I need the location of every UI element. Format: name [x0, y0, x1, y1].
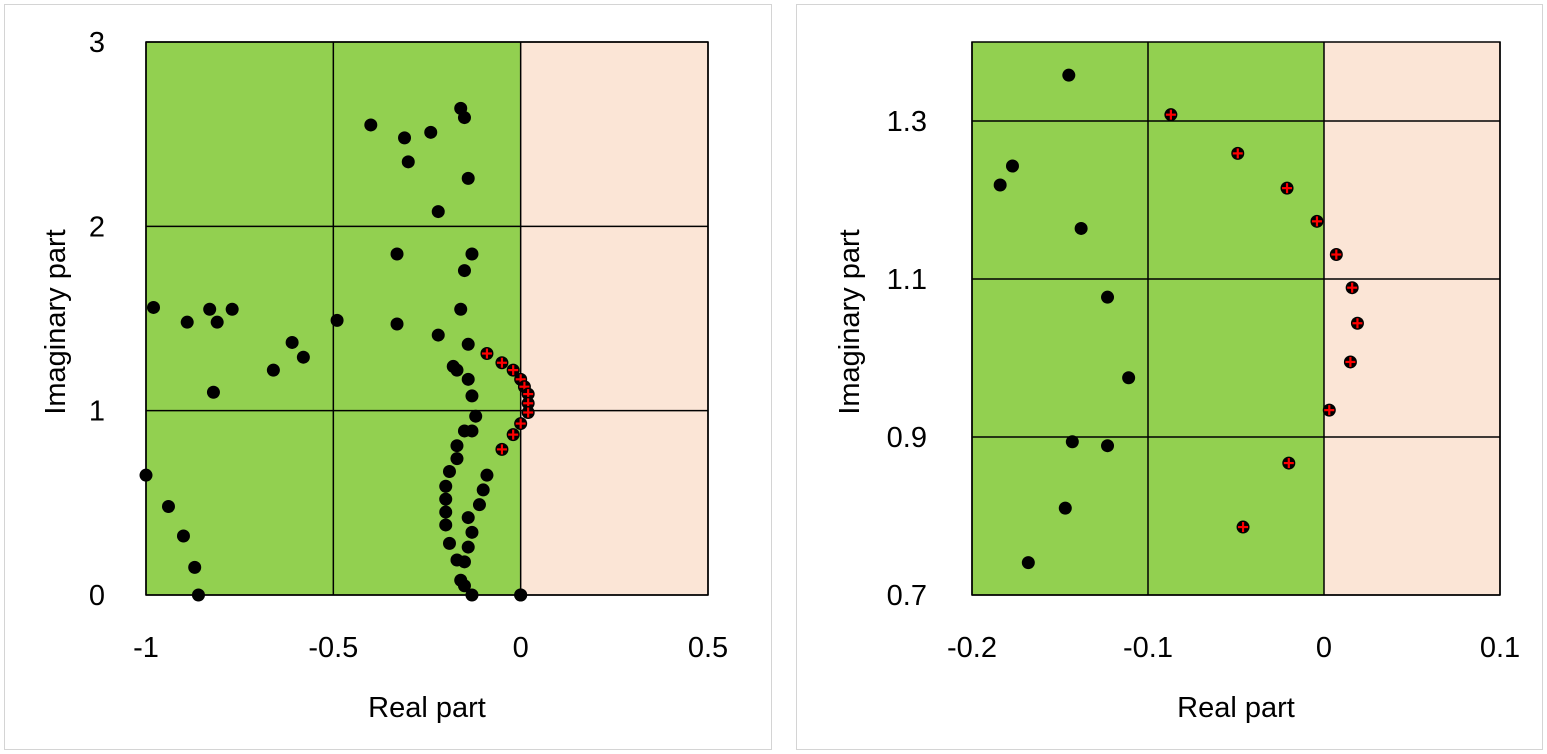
y-tick-label: 0.9: [887, 422, 927, 454]
data-point: [203, 302, 217, 316]
data-point: [472, 498, 486, 512]
x-axis-title: Real part: [368, 692, 486, 724]
data-point: [465, 588, 479, 602]
data-point: [1021, 556, 1035, 570]
data-point: [465, 389, 479, 403]
y-tick-label: 1.1: [887, 264, 927, 296]
data-point: [191, 588, 205, 602]
unstable-region: [520, 42, 708, 595]
data-point: [457, 579, 471, 593]
data-point: [993, 178, 1007, 192]
data-point: [514, 588, 528, 602]
data-point: [439, 518, 453, 532]
data-point: [457, 111, 471, 125]
x-tick-label: 0: [1316, 632, 1332, 664]
data-point: [225, 302, 239, 316]
x-tick-label: -1: [133, 632, 159, 664]
y-axis-title: Imaginary part: [40, 229, 72, 414]
data-point: [296, 350, 310, 364]
data-point: [439, 505, 453, 519]
x-tick-label: 0: [513, 632, 529, 664]
data-point: [465, 247, 479, 261]
data-point: [390, 317, 404, 331]
data-point: [1101, 290, 1115, 304]
root-locus-chart-zoomed: -0.2 -0.1 0 0.1 0.7 0.9 1.1 1.3 Real part Imagina…: [834, 41, 1520, 724]
y-tick-label: 0.7: [887, 580, 927, 612]
data-point: [401, 155, 415, 169]
chart-panel-right: -0.2 -0.1 0 0.1 0.7 0.9 1.1 1.3 Real part Imagina…: [796, 4, 1543, 750]
data-point: [398, 131, 412, 145]
data-point: [461, 511, 475, 525]
data-point: [431, 205, 445, 219]
data-point: [1058, 501, 1072, 515]
y-tick-label: 1: [89, 396, 105, 428]
x-tick-label: 0.5: [688, 632, 728, 664]
x-tick-label: 0.1: [1480, 632, 1520, 664]
data-point: [480, 468, 494, 482]
data-point: [390, 247, 404, 261]
data-point: [469, 409, 483, 423]
data-point: [457, 555, 471, 569]
data-point: [461, 171, 475, 185]
data-point: [1122, 371, 1136, 385]
data-point: [442, 536, 456, 550]
y-axis-title: Imaginary part: [834, 229, 866, 414]
data-point: [476, 483, 490, 497]
data-point: [439, 479, 453, 493]
y-tick-label: 1.3: [887, 106, 927, 138]
data-point: [424, 125, 438, 139]
data-point: [461, 372, 475, 386]
data-point: [210, 315, 224, 329]
data-point: [450, 452, 464, 466]
data-point: [188, 560, 202, 574]
data-point: [1074, 221, 1088, 235]
data-point: [266, 363, 280, 377]
x-tick-label: -0.2: [947, 632, 997, 664]
data-point: [450, 439, 464, 453]
data-point: [139, 468, 153, 482]
chart-panel-left: -1 -0.5 0 0.5 0 1 2 3 Real part Imaginary part: [4, 4, 772, 750]
data-point: [1101, 439, 1115, 453]
data-point: [206, 385, 220, 399]
data-point: [330, 313, 344, 327]
x-tick-label: -0.5: [308, 632, 358, 664]
data-point: [176, 529, 190, 543]
data-point: [161, 500, 175, 514]
data-point: [431, 328, 445, 342]
data-point: [1062, 68, 1076, 82]
y-tick-label: 2: [89, 211, 105, 243]
y-tick-label: 0: [89, 580, 105, 612]
data-point: [461, 540, 475, 554]
data-point: [450, 363, 464, 377]
x-tick-label: -0.1: [1123, 632, 1173, 664]
data-point: [465, 424, 479, 438]
data-point: [285, 335, 299, 349]
y-tick-label: 3: [89, 27, 105, 59]
data-point: [146, 300, 160, 314]
data-point: [180, 315, 194, 329]
plot-frame: [145, 41, 709, 596]
data-point: [439, 492, 453, 506]
data-point: [1005, 159, 1019, 173]
unstable-region: [1324, 42, 1500, 595]
data-point: [461, 337, 475, 351]
data-point: [1065, 435, 1079, 449]
data-point: [465, 525, 479, 539]
data-point: [457, 264, 471, 278]
plot-frame: [971, 41, 1501, 596]
data-point: [364, 118, 378, 132]
root-locus-chart-full: -1 -0.5 0 0.5 0 1 2 3 Real part Imaginary part: [40, 27, 728, 724]
data-point: [442, 464, 456, 478]
data-point: [454, 302, 468, 316]
x-axis-title: Real part: [1177, 692, 1295, 724]
